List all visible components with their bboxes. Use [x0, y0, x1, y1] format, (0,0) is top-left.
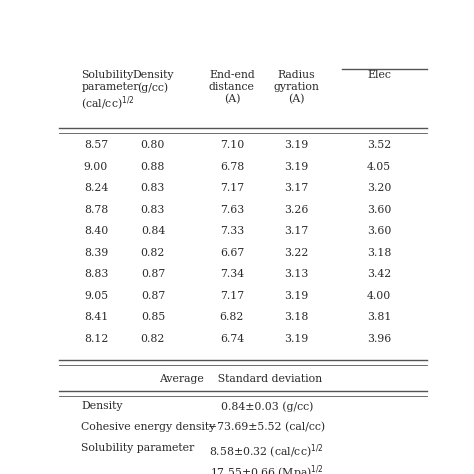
Text: 0.83: 0.83	[141, 205, 165, 215]
Text: 17.55±0.66 (Mpa)$^{1/2}$: 17.55±0.66 (Mpa)$^{1/2}$	[210, 464, 324, 474]
Text: 8.39: 8.39	[84, 248, 108, 258]
Text: Cohesive energy density: Cohesive energy density	[82, 422, 216, 432]
Text: 3.18: 3.18	[367, 248, 391, 258]
Text: 8.40: 8.40	[84, 226, 108, 236]
Text: 3.19: 3.19	[284, 140, 308, 150]
Text: 9.05: 9.05	[84, 291, 108, 301]
Text: 7.34: 7.34	[220, 269, 244, 279]
Text: 3.60: 3.60	[367, 205, 391, 215]
Text: 0.84: 0.84	[141, 226, 165, 236]
Text: Radius
gyration
(A): Radius gyration (A)	[273, 70, 319, 104]
Text: 7.33: 7.33	[220, 226, 244, 236]
Text: 0.84±0.03 (g/cc): 0.84±0.03 (g/cc)	[220, 401, 313, 412]
Text: 3.42: 3.42	[367, 269, 391, 279]
Text: 7.63: 7.63	[220, 205, 244, 215]
Text: 8.57: 8.57	[84, 140, 108, 150]
Text: Average    Standard deviation: Average Standard deviation	[160, 374, 323, 383]
Text: 0.88: 0.88	[141, 162, 165, 172]
Text: 0.87: 0.87	[141, 291, 165, 301]
Text: 3.96: 3.96	[367, 334, 391, 344]
Text: 0.82: 0.82	[141, 248, 165, 258]
Text: End-end
distance
(A): End-end distance (A)	[209, 70, 255, 104]
Text: 8.58±0.32 (cal/cc)$^{1/2}$: 8.58±0.32 (cal/cc)$^{1/2}$	[210, 443, 324, 461]
Text: Elec: Elec	[367, 70, 391, 81]
Text: Solubility parameter: Solubility parameter	[82, 443, 194, 453]
Text: Solubility
parameter
(cal/cc)$^{1/2}$: Solubility parameter (cal/cc)$^{1/2}$	[82, 70, 139, 113]
Text: 7.10: 7.10	[220, 140, 244, 150]
Text: 3.17: 3.17	[284, 183, 308, 193]
Text: 4.05: 4.05	[367, 162, 391, 172]
Text: 6.67: 6.67	[220, 248, 244, 258]
Text: 9.00: 9.00	[84, 162, 108, 172]
Text: 7.17: 7.17	[220, 291, 244, 301]
Text: 3.19: 3.19	[284, 334, 308, 344]
Text: 0.85: 0.85	[141, 312, 165, 322]
Text: 6.82: 6.82	[220, 312, 244, 322]
Text: Density
(g/cc): Density (g/cc)	[132, 70, 173, 92]
Text: 3.19: 3.19	[284, 291, 308, 301]
Text: 3.17: 3.17	[284, 226, 308, 236]
Text: 8.41: 8.41	[84, 312, 108, 322]
Text: 3.26: 3.26	[284, 205, 309, 215]
Text: Density: Density	[82, 401, 123, 411]
Text: 0.82: 0.82	[141, 334, 165, 344]
Text: 8.12: 8.12	[84, 334, 108, 344]
Text: 6.78: 6.78	[220, 162, 244, 172]
Text: 3.81: 3.81	[367, 312, 391, 322]
Text: 8.24: 8.24	[84, 183, 108, 193]
Text: 6.74: 6.74	[220, 334, 244, 344]
Text: −73.69±5.52 (cal/cc): −73.69±5.52 (cal/cc)	[208, 422, 325, 433]
Text: 3.13: 3.13	[284, 269, 309, 279]
Text: 0.83: 0.83	[141, 183, 165, 193]
Text: 3.18: 3.18	[284, 312, 309, 322]
Text: 4.00: 4.00	[367, 291, 391, 301]
Text: 7.17: 7.17	[220, 183, 244, 193]
Text: 3.20: 3.20	[367, 183, 391, 193]
Text: 3.22: 3.22	[284, 248, 309, 258]
Text: 3.60: 3.60	[367, 226, 391, 236]
Text: 8.78: 8.78	[84, 205, 108, 215]
Text: 3.52: 3.52	[367, 140, 391, 150]
Text: 8.83: 8.83	[84, 269, 108, 279]
Text: 3.19: 3.19	[284, 162, 308, 172]
Text: 0.80: 0.80	[141, 140, 165, 150]
Text: 0.87: 0.87	[141, 269, 165, 279]
